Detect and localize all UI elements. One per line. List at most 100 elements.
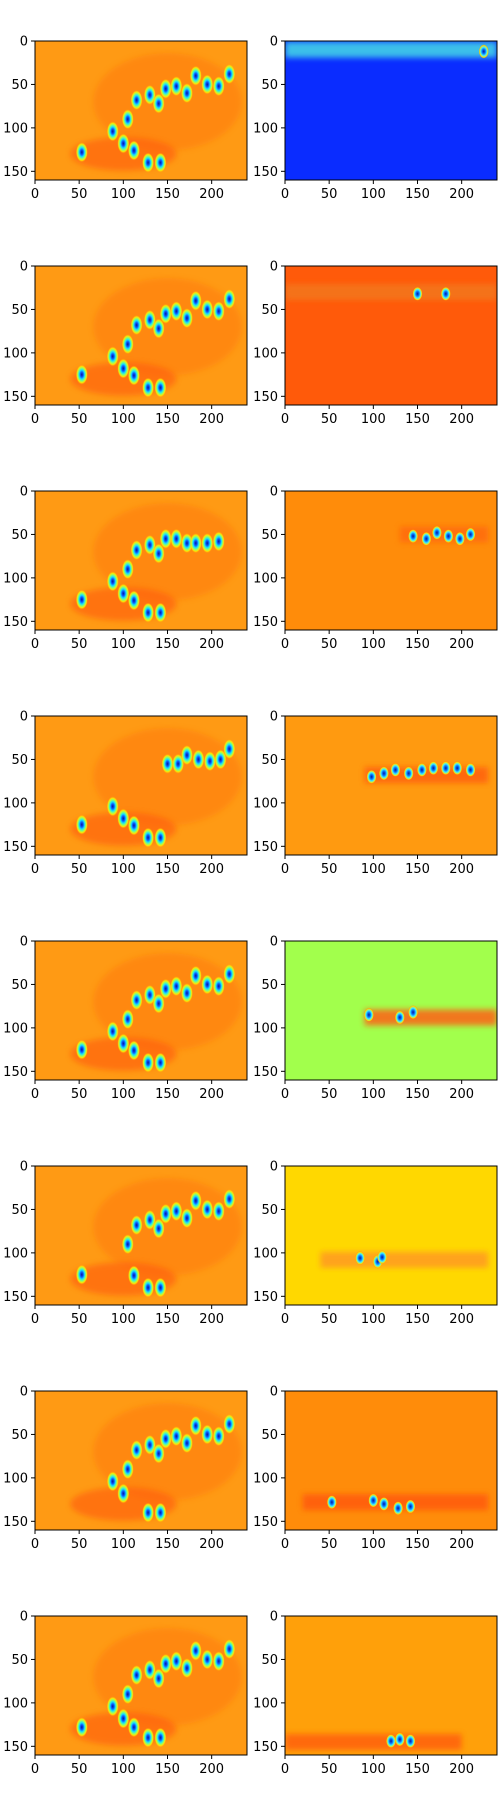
heatmap-blob <box>212 76 225 97</box>
y-tick-label: 50 <box>261 303 278 318</box>
panel-right-6: 0 50 100 150 200 0 50 100 150 <box>253 1160 498 1327</box>
heatmap-blob <box>130 990 143 1011</box>
heatmap-blob <box>142 1727 155 1748</box>
x-tick-label: 50 <box>71 862 88 877</box>
y-tick-label: 100 <box>3 796 28 811</box>
y-tick-label: 100 <box>253 1021 278 1036</box>
heatmap-spot <box>412 286 423 301</box>
x-tick-label: 200 <box>199 637 224 652</box>
heatmap-blob <box>203 751 216 772</box>
y-tick-label: 100 <box>3 1246 28 1261</box>
panel-left-2-image <box>35 266 247 405</box>
heatmap-blob <box>180 1208 193 1229</box>
heatmap-blob <box>223 964 236 985</box>
y-tick-label: 150 <box>253 615 278 630</box>
y-tick-label: 50 <box>261 978 278 993</box>
y-tick-label: 100 <box>253 121 278 136</box>
x-tick-label: 0 <box>281 1087 289 1102</box>
heatmap-background <box>285 491 497 630</box>
heatmap-blob <box>127 815 140 836</box>
heatmap-blob <box>143 1434 156 1455</box>
heatmap-band <box>285 41 497 58</box>
y-tick-label: 50 <box>11 1653 28 1668</box>
heatmap-spot <box>377 1250 388 1265</box>
heatmap-spot <box>443 529 454 544</box>
heatmap-spot <box>378 1496 389 1511</box>
y-tick-label: 0 <box>270 935 278 950</box>
x-tick-label: 0 <box>31 1537 39 1552</box>
x-tick-label: 100 <box>361 862 386 877</box>
heatmap-blob <box>121 559 134 580</box>
heatmap-blob <box>130 540 143 561</box>
heatmap-spot <box>390 762 401 777</box>
x-tick-label: 0 <box>281 1762 289 1777</box>
x-tick-label: 150 <box>405 412 430 427</box>
y-tick-label: 50 <box>11 1428 28 1443</box>
axes-frame <box>284 40 498 181</box>
y-tick-label: 100 <box>253 346 278 361</box>
x-tick-label: 50 <box>321 637 338 652</box>
y-tick-label: 50 <box>261 78 278 93</box>
heatmap-blob <box>180 533 193 554</box>
x-tick-label: 100 <box>361 412 386 427</box>
panel-right-7: 0 50 100 150 200 0 50 100 150 <box>253 1385 498 1552</box>
heatmap-blob <box>106 121 119 142</box>
heatmap-blob <box>212 1426 225 1447</box>
heatmap-blob <box>201 1424 214 1445</box>
heatmap-blob <box>121 1684 134 1705</box>
panel-left-1-image <box>35 41 247 180</box>
heatmap-blob <box>170 528 183 549</box>
x-tick-label: 200 <box>199 187 224 202</box>
heatmap-blob <box>159 528 172 549</box>
x-tick-label: 50 <box>71 1312 88 1327</box>
x-tick-label: 200 <box>199 1087 224 1102</box>
heatmap-blob <box>170 1201 183 1222</box>
heatmap-blob <box>180 745 193 766</box>
panel-right-6-image <box>285 1166 497 1305</box>
heatmap-blob <box>159 978 172 999</box>
y-tick-label: 0 <box>270 1610 278 1625</box>
heatmap-blob <box>130 1215 143 1236</box>
heatmap-blob <box>152 543 165 564</box>
heatmap-blob <box>152 318 165 339</box>
heatmap-blob <box>117 808 130 829</box>
heatmap-blob <box>189 1415 202 1436</box>
heatmap-blob <box>223 64 236 85</box>
y-tick-label: 100 <box>3 1696 28 1711</box>
heatmap-blob <box>154 1052 167 1073</box>
heatmap-spot <box>428 761 439 776</box>
heatmap-spot <box>366 769 377 784</box>
heatmap-blob <box>201 1649 214 1670</box>
x-tick-label: 150 <box>405 862 430 877</box>
heatmap-blob <box>106 1021 119 1042</box>
x-tick-label: 50 <box>71 412 88 427</box>
x-tick-label: 100 <box>111 862 136 877</box>
y-tick-label: 100 <box>3 1021 28 1036</box>
x-tick-label: 150 <box>405 1087 430 1102</box>
heatmap-blob <box>189 65 202 86</box>
heatmap-blob <box>75 589 88 610</box>
panel-right-7-image <box>285 1391 497 1530</box>
heatmap-blob <box>154 827 167 848</box>
x-tick-label: 100 <box>111 1312 136 1327</box>
heatmap-blob <box>180 1658 193 1679</box>
y-tick-label: 0 <box>270 35 278 50</box>
heatmap-blob <box>121 1009 134 1030</box>
x-tick-label: 100 <box>111 1762 136 1777</box>
y-tick-label: 0 <box>20 260 28 275</box>
heatmap-blob <box>212 1651 225 1672</box>
heatmap-blob <box>170 976 183 997</box>
x-tick-label: 200 <box>449 187 474 202</box>
x-tick-label: 0 <box>281 1312 289 1327</box>
heatmap-band <box>320 1251 489 1268</box>
y-tick-label: 50 <box>261 528 278 543</box>
axes-frame <box>34 1165 248 1306</box>
x-tick-label: 100 <box>111 637 136 652</box>
panel-left-6: 0 50 100 150 200 0 50 100 150 <box>3 1160 248 1327</box>
heatmap-spot <box>478 44 489 59</box>
panel-right-2-image <box>285 266 497 405</box>
x-tick-label: 0 <box>31 412 39 427</box>
y-tick-label: 100 <box>253 796 278 811</box>
y-tick-label: 150 <box>253 165 278 180</box>
heatmap-blob <box>142 827 155 848</box>
